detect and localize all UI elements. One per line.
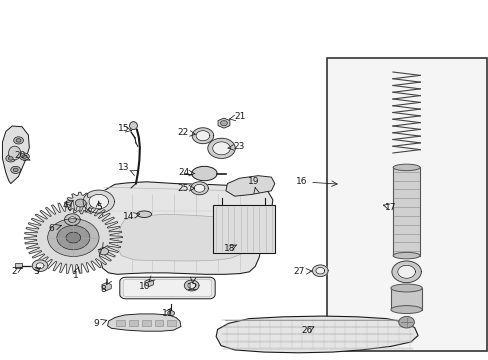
Text: 11: 11 xyxy=(162,309,173,318)
Text: 19: 19 xyxy=(247,177,259,186)
Text: 1: 1 xyxy=(73,271,79,280)
Bar xyxy=(154,320,163,326)
Polygon shape xyxy=(24,202,122,274)
Polygon shape xyxy=(83,190,114,213)
Circle shape xyxy=(8,157,13,160)
Ellipse shape xyxy=(392,164,419,171)
Circle shape xyxy=(11,166,20,174)
Polygon shape xyxy=(397,265,415,278)
Text: 23: 23 xyxy=(232,143,244,152)
Polygon shape xyxy=(391,261,421,283)
Polygon shape xyxy=(190,182,208,195)
Ellipse shape xyxy=(392,252,419,259)
Text: 4: 4 xyxy=(62,201,68,210)
Text: 2: 2 xyxy=(11,267,17,276)
Polygon shape xyxy=(117,214,249,261)
Circle shape xyxy=(20,153,29,160)
Text: 5: 5 xyxy=(96,202,102,211)
Text: 17: 17 xyxy=(385,203,396,212)
Text: 8: 8 xyxy=(101,285,106,294)
Bar xyxy=(212,205,274,253)
Text: 21: 21 xyxy=(233,112,245,121)
Circle shape xyxy=(22,155,27,158)
Polygon shape xyxy=(187,283,195,288)
Ellipse shape xyxy=(137,211,151,217)
Polygon shape xyxy=(100,182,272,274)
Circle shape xyxy=(75,199,86,207)
Ellipse shape xyxy=(390,284,422,292)
Text: 18: 18 xyxy=(224,244,235,253)
Circle shape xyxy=(99,248,108,255)
Polygon shape xyxy=(312,265,327,276)
Text: 25: 25 xyxy=(177,184,188,193)
Circle shape xyxy=(6,155,16,162)
Polygon shape xyxy=(32,260,48,271)
Circle shape xyxy=(398,316,414,328)
Polygon shape xyxy=(123,280,211,296)
Text: 10: 10 xyxy=(138,282,150,291)
Polygon shape xyxy=(212,142,230,155)
Polygon shape xyxy=(64,214,80,225)
Ellipse shape xyxy=(191,166,217,181)
Text: 26: 26 xyxy=(300,326,312,335)
Polygon shape xyxy=(120,277,215,299)
Text: 16: 16 xyxy=(296,177,307,186)
Bar xyxy=(167,320,176,326)
Text: 15: 15 xyxy=(118,124,129,133)
Circle shape xyxy=(13,168,18,172)
Text: 20: 20 xyxy=(15,152,26,161)
Text: 14: 14 xyxy=(123,212,135,221)
Circle shape xyxy=(57,225,90,250)
Text: 24: 24 xyxy=(178,168,190,177)
Ellipse shape xyxy=(8,146,20,160)
Polygon shape xyxy=(315,267,324,274)
Polygon shape xyxy=(107,314,181,331)
Bar xyxy=(116,320,125,326)
Text: 9: 9 xyxy=(93,320,99,328)
Text: 22: 22 xyxy=(177,128,189,137)
Polygon shape xyxy=(2,126,29,184)
Bar xyxy=(326,58,486,351)
Polygon shape xyxy=(36,263,44,269)
Text: 27: 27 xyxy=(293,267,305,276)
Polygon shape xyxy=(196,131,209,141)
Bar xyxy=(129,320,138,326)
Bar xyxy=(392,167,419,256)
Ellipse shape xyxy=(129,122,137,130)
Circle shape xyxy=(16,139,21,142)
Circle shape xyxy=(66,232,81,243)
Bar xyxy=(142,320,150,326)
Text: 12: 12 xyxy=(186,284,198,292)
Polygon shape xyxy=(207,138,235,158)
Polygon shape xyxy=(225,176,274,196)
Polygon shape xyxy=(89,194,108,209)
Text: 7: 7 xyxy=(96,249,102,258)
Text: 13: 13 xyxy=(117,163,129,172)
Polygon shape xyxy=(102,283,111,291)
Circle shape xyxy=(220,121,227,126)
Polygon shape xyxy=(184,280,199,291)
Polygon shape xyxy=(218,118,229,128)
Polygon shape xyxy=(144,279,153,287)
Circle shape xyxy=(14,137,23,144)
Polygon shape xyxy=(68,217,76,222)
Bar xyxy=(15,263,22,268)
Text: 6: 6 xyxy=(48,224,54,233)
Polygon shape xyxy=(194,184,204,192)
Bar xyxy=(390,288,422,310)
Polygon shape xyxy=(216,316,417,353)
Circle shape xyxy=(48,219,99,256)
Ellipse shape xyxy=(390,306,422,314)
Polygon shape xyxy=(66,192,95,214)
Polygon shape xyxy=(192,128,213,144)
Circle shape xyxy=(167,311,174,316)
Text: 3: 3 xyxy=(33,267,39,276)
